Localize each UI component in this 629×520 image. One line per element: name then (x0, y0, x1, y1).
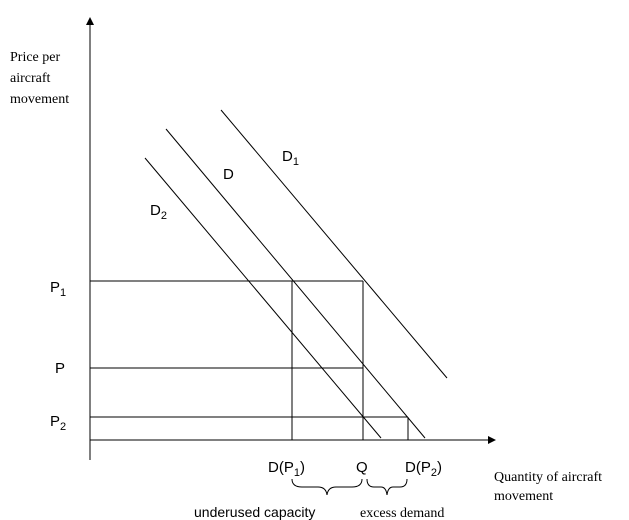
demand-curve-d1 (220, 109, 448, 379)
quantity-label-q: Q (356, 459, 368, 476)
demand-curve-d2 (144, 157, 382, 439)
y-axis-label: Price per aircraft movement (10, 50, 69, 107)
y-axis-label-line-2: aircraft (10, 71, 51, 86)
brace-excess-demand (366, 478, 408, 496)
curve-label-d: D (223, 166, 234, 183)
x-axis-label-line-2: movement (494, 489, 553, 504)
x-axis-label-line-1: Quantity of aircraft (494, 470, 602, 485)
brace-label-underused-capacity: underused capacity (194, 504, 315, 520)
brace-underused-capacity (291, 478, 363, 496)
curve-label-d2: D2 (150, 202, 167, 222)
price-label-p1: P1 (50, 279, 66, 299)
quantity-label-dp1: D(P1) (268, 459, 305, 479)
y-axis-label-line-3: movement (10, 92, 69, 107)
price-label-p: P (55, 360, 65, 377)
quantity-label-dp2: D(P2) (405, 459, 442, 479)
y-axis-label-line-1: Price per (10, 50, 60, 65)
demand-curve-d (165, 128, 426, 439)
x-axis-label: Quantity of aircraft movement (494, 470, 606, 504)
brace-label-excess-demand: excess demand (360, 506, 444, 520)
price-label-p2: P2 (50, 413, 66, 433)
curve-label-d1: D1 (282, 148, 299, 168)
